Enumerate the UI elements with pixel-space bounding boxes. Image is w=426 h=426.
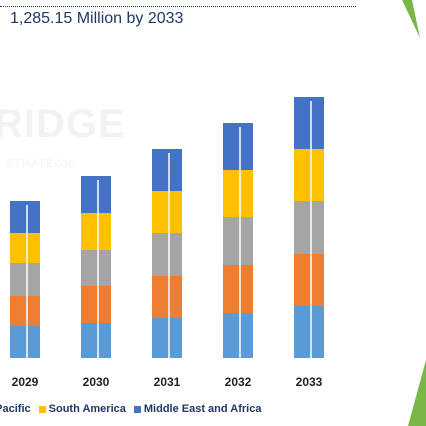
- bar-segment-2033-s4: [294, 97, 324, 149]
- bar-segment-2029-s3: [10, 233, 40, 263]
- bar-segment-2031-s0: [152, 318, 182, 358]
- x-tick-label-2031: 2031: [154, 375, 181, 389]
- bar-segment-2029-s4: [10, 201, 40, 233]
- legend-label: Middle East and Africa: [143, 403, 262, 415]
- bar-segment-2032-s4: [223, 123, 253, 170]
- bar-segment-2030-s3: [81, 213, 111, 250]
- legend-swatch: [133, 405, 141, 413]
- legend-swatch: [38, 405, 46, 413]
- chart-subtitle: 1,285.15 Million by 2033: [10, 10, 184, 27]
- legend-label: a Pacific: [0, 403, 31, 415]
- legend-item-middle-east-africa: Middle East and Africa: [133, 403, 262, 415]
- x-tick-label-2033: 2033: [296, 375, 323, 389]
- bar-segment-2033-s2: [294, 201, 324, 254]
- bar-segment-2031-s4: [152, 149, 182, 191]
- bar-segment-2030-s4: [81, 176, 111, 213]
- bar-segment-2030-s2: [81, 250, 111, 286]
- x-tick-label-2032: 2032: [225, 375, 252, 389]
- bar-segment-2031-s2: [152, 233, 182, 276]
- chart-legend: a Pacific South America Middle East and …: [0, 403, 269, 415]
- accent-bottom-shape: [408, 360, 426, 426]
- x-tick-label-2030: 2030: [83, 375, 110, 389]
- watermark-logo-text: RIDGE: [0, 102, 126, 146]
- watermark-logo-subtext: STRATEGIC: [6, 158, 78, 170]
- legend-item-south-america: South America: [38, 403, 126, 415]
- bar-segment-2030-s0: [81, 323, 111, 358]
- x-tick-label-2029: 2029: [12, 375, 39, 389]
- bar-segment-2029-s0: [10, 326, 40, 358]
- bar-segment-2029-s1: [10, 296, 40, 326]
- bar-segment-2032-s1: [223, 265, 253, 313]
- bar-segment-2031-s1: [152, 276, 182, 318]
- bar-segment-2033-s0: [294, 306, 324, 358]
- bar-segment-2030-s1: [81, 286, 111, 323]
- bar-segment-2033-s1: [294, 254, 324, 306]
- top-rule: [0, 0, 356, 7]
- bar-segment-2031-s3: [152, 191, 182, 233]
- accent-top-shape: [402, 0, 420, 38]
- legend-item-asia-pacific: a Pacific: [0, 403, 31, 415]
- bar-segment-2032-s3: [223, 170, 253, 217]
- bar-segment-2032-s0: [223, 313, 253, 358]
- legend-label: South America: [48, 403, 126, 415]
- bar-segment-2032-s2: [223, 217, 253, 265]
- bar-segment-2029-s2: [10, 263, 40, 296]
- bar-segment-2033-s3: [294, 149, 324, 201]
